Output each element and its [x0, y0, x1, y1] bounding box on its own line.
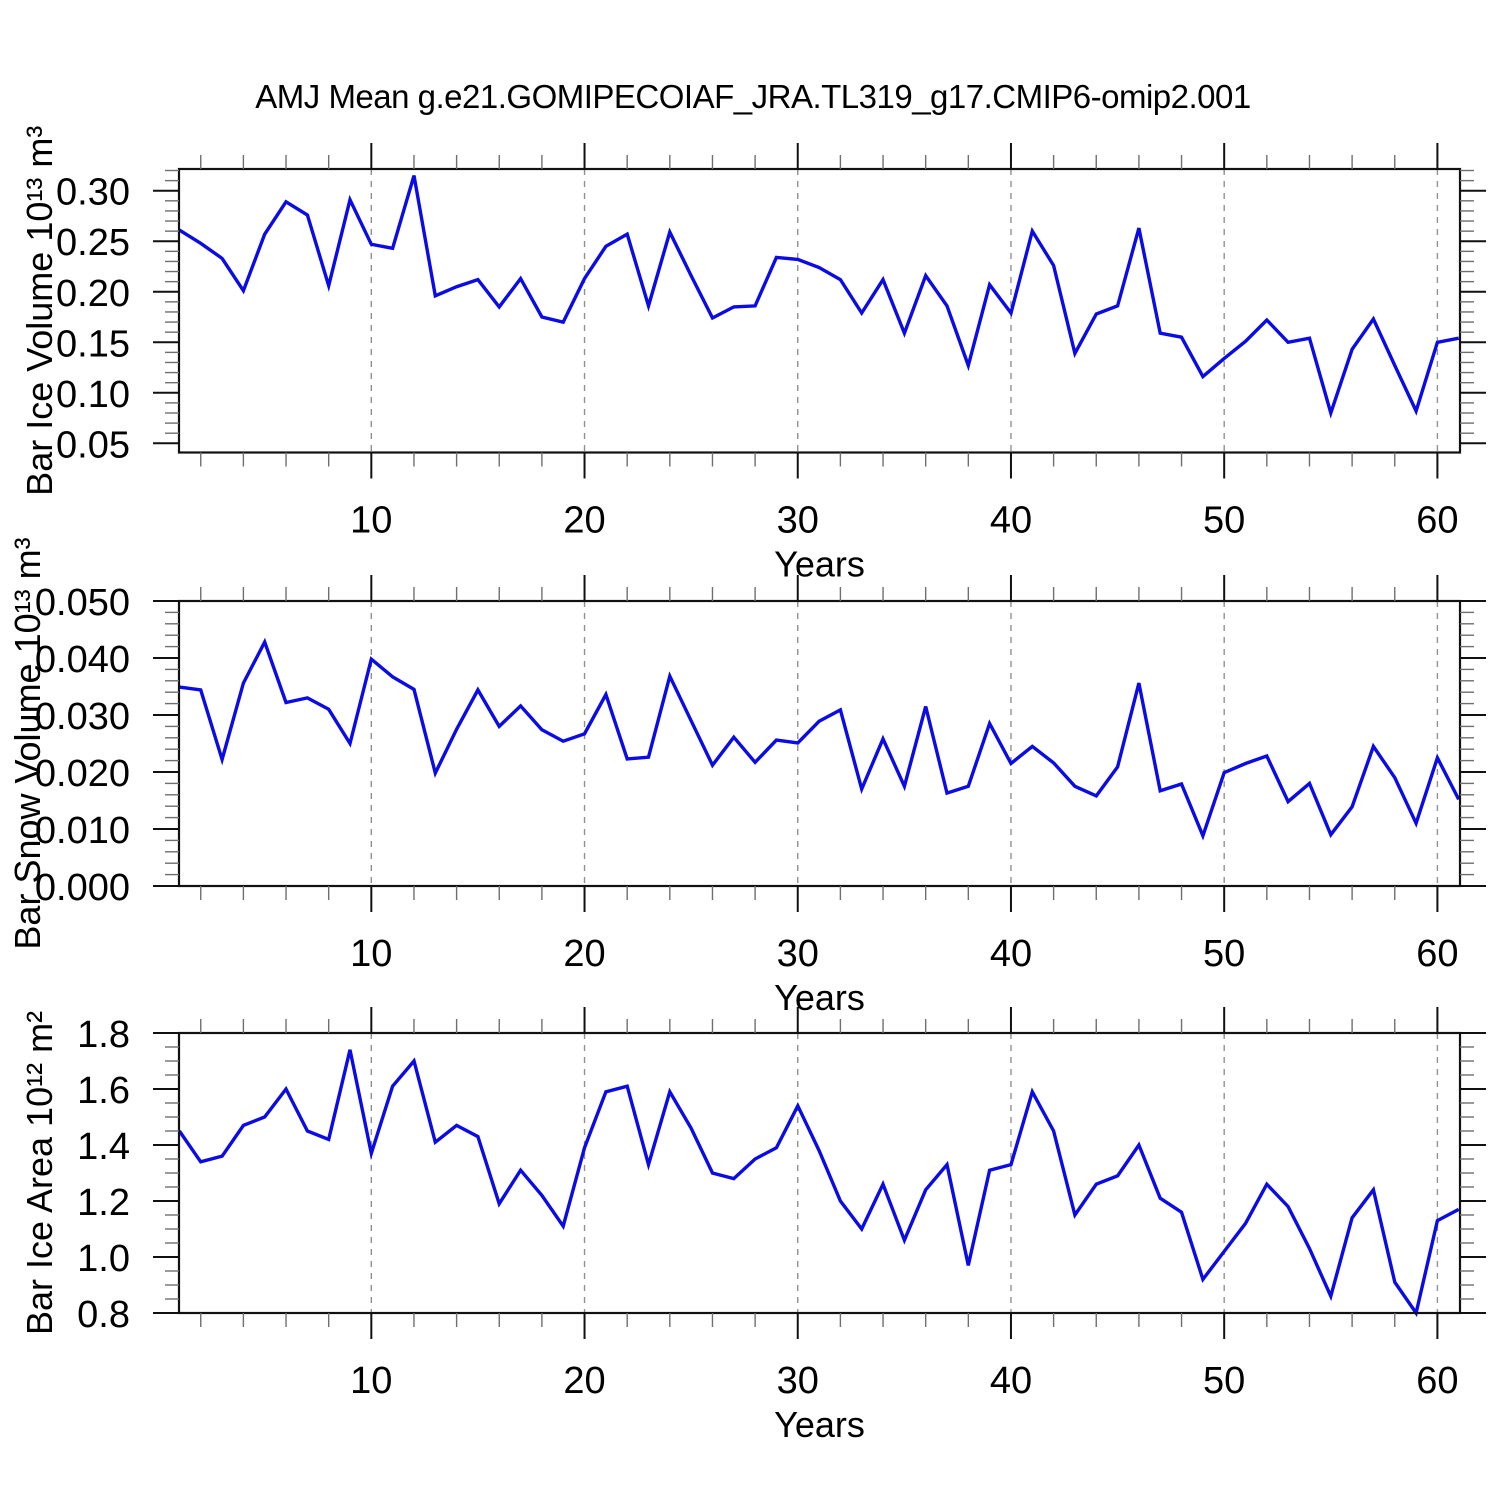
ytick-bar-snow-volume-0.000: 0.000 [35, 867, 130, 909]
bar-snow-volume-line [179, 637, 1461, 841]
ytick-bar-ice-volume-0.20: 0.20 [56, 273, 130, 315]
xtick-bar-snow-volume-50: 50 [1203, 933, 1245, 975]
ytick-bar-snow-volume-0.050: 0.050 [35, 582, 130, 624]
plot-border-bar-snow-volume [177, 599, 1462, 888]
x-axis-title-bar-ice-area: Years [774, 1404, 865, 1445]
xtick-bar-snow-volume-10: 10 [350, 933, 392, 975]
xtick-bar-ice-volume-20: 20 [563, 500, 605, 542]
x-axis-title-bar-ice-volume: Years [774, 544, 865, 585]
ticks-bar-snow-volume [153, 575, 1486, 912]
y-axis-title-bar-ice-volume: Bar Ice Volume 10¹³ m³ [19, 126, 60, 496]
xtick-bar-ice-area-30: 30 [777, 1360, 819, 1402]
ytick-bar-snow-volume-0.010: 0.010 [35, 810, 130, 852]
ytick-bar-ice-volume-0.05: 0.05 [56, 424, 130, 466]
x-axis-title-bar-snow-volume: Years [774, 977, 865, 1018]
xtick-bar-snow-volume-30: 30 [777, 933, 819, 975]
ytick-bar-ice-area-1.8: 1.8 [77, 1014, 130, 1056]
bar-ice-volume-line [178, 175, 1460, 419]
figure-title: AMJ Mean g.e21.GOMIPECOIAF_JRA.TL319_g17… [255, 78, 1251, 115]
ytick-bar-ice-area-1.0: 1.0 [77, 1238, 130, 1280]
bar-ice-area-line [178, 1049, 1460, 1318]
y-axis-title-bar-ice-area: Bar Ice Area 10¹² m² [19, 1011, 60, 1335]
y-axis-title-bar-snow-volume: Bar Snow Volume 10¹³ m³ [7, 537, 48, 949]
xtick-bar-ice-volume-30: 30 [777, 500, 819, 542]
ytick-bar-snow-volume-0.020: 0.020 [35, 753, 130, 795]
ytick-bar-ice-volume-0.30: 0.30 [56, 172, 130, 214]
ytick-bar-ice-area-0.8: 0.8 [77, 1294, 130, 1336]
ytick-bar-ice-volume-0.10: 0.10 [56, 374, 130, 416]
xtick-bar-ice-area-10: 10 [350, 1360, 392, 1402]
xtick-bar-ice-area-50: 50 [1203, 1360, 1245, 1402]
ytick-bar-ice-area-1.4: 1.4 [77, 1126, 130, 1168]
xtick-bar-ice-area-40: 40 [990, 1360, 1032, 1402]
xtick-bar-snow-volume-40: 40 [990, 933, 1032, 975]
xtick-bar-ice-area-20: 20 [563, 1360, 605, 1402]
xtick-bar-ice-volume-10: 10 [350, 500, 392, 542]
xtick-bar-snow-volume-20: 20 [563, 933, 605, 975]
panel-bar-ice-volume: 10 20 30 40 50 60 0.05 0.10 0.15 0.20 0.25 0.30 Year… [19, 126, 1486, 585]
panel-bar-snow-volume: 10 20 30 40 50 60 0.000 0.010 0.020 0.030 0.040 0.0… [7, 537, 1486, 1018]
panel-bar-ice-area: 10 20 30 40 50 60 0.8 1.0 1.2 1.4 1.6 1.8 Years Bar I… [19, 1007, 1486, 1445]
xtick-bar-ice-volume-40: 40 [990, 500, 1032, 542]
ytick-bar-ice-volume-0.15: 0.15 [56, 323, 130, 365]
ytick-bar-snow-volume-0.030: 0.030 [35, 696, 130, 738]
ytick-bar-ice-volume-0.25: 0.25 [56, 222, 130, 264]
xtick-bar-ice-area-60: 60 [1416, 1360, 1458, 1402]
plot-border-bar-ice-volume [177, 167, 1462, 454]
ytick-bar-ice-area-1.2: 1.2 [77, 1182, 130, 1224]
xtick-bar-ice-volume-60: 60 [1416, 500, 1458, 542]
xtick-bar-ice-volume-50: 50 [1203, 500, 1245, 542]
ytick-bar-snow-volume-0.040: 0.040 [35, 639, 130, 681]
ytick-bar-ice-area-1.6: 1.6 [77, 1070, 130, 1112]
ticks-bar-ice-area [153, 1007, 1486, 1339]
xtick-bar-snow-volume-60: 60 [1416, 933, 1458, 975]
ticks-bar-ice-volume [153, 143, 1486, 479]
